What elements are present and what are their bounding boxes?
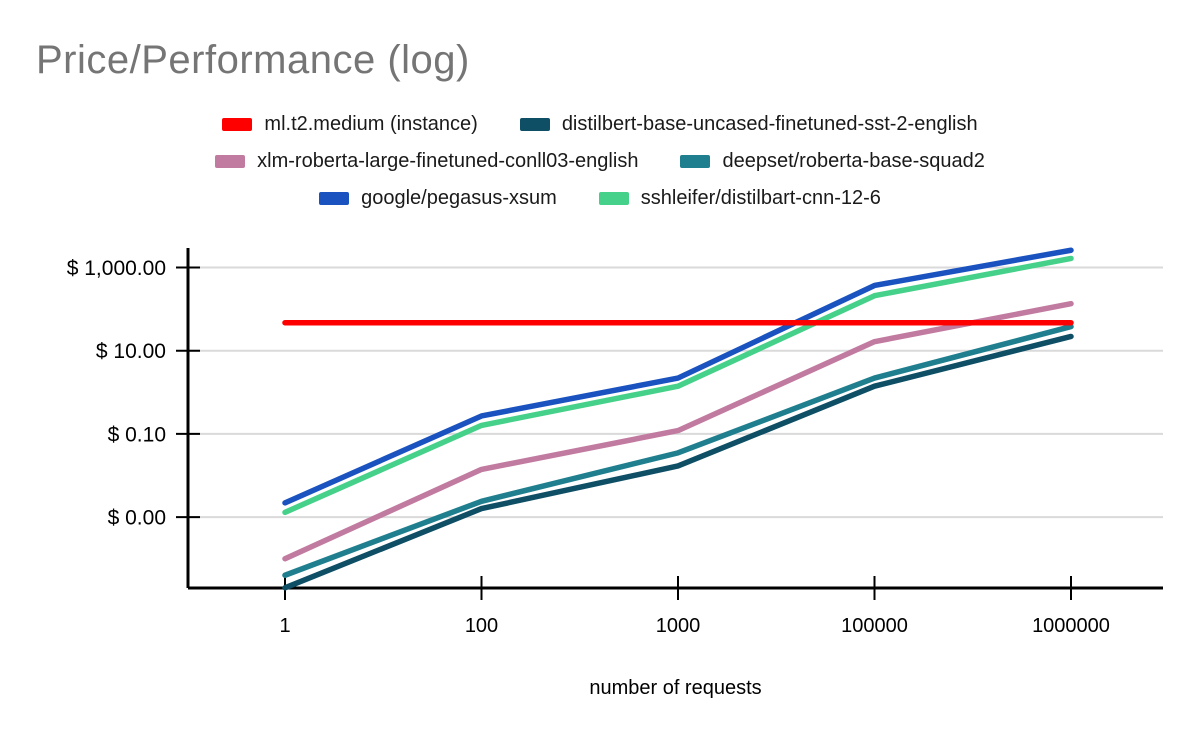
legend-item: deepset/roberta-base-squad2: [680, 150, 985, 173]
legend-item: ml.t2.medium (instance): [222, 113, 478, 136]
legend-label: xlm-roberta-large-finetuned-conll03-engl…: [257, 150, 639, 172]
legend-swatch-icon: [680, 155, 711, 168]
x-tick-label: 1000000: [1032, 615, 1110, 637]
y-tick-label: $ 10.00: [96, 340, 166, 363]
series-line-deepset-roberta-base-squad2: [282, 323, 1074, 579]
legend-row: ml.t2.medium (instance) distilbert-base-u…: [222, 106, 978, 143]
legend-label: ml.t2.medium (instance): [264, 113, 478, 135]
legend: ml.t2.medium (instance) distilbert-base-u…: [0, 106, 1200, 217]
legend-swatch-icon: [598, 192, 629, 205]
legend-row: xlm-roberta-large-finetuned-conll03-engl…: [215, 143, 985, 180]
y-tick-label: $ 0.10: [108, 423, 166, 446]
x-axis-title: number of requests: [589, 677, 762, 699]
legend-label: google/pegasus-xsum: [361, 187, 557, 209]
x-tick-label: 1: [279, 615, 290, 637]
legend-label: distilbert-base-uncased-finetuned-sst-2-…: [561, 113, 978, 135]
x-tick-label: 100000: [841, 615, 908, 637]
legend-swatch-icon: [222, 118, 253, 131]
legend-row: google/pegasus-xsum sshleifer/distilbart-…: [319, 180, 881, 217]
legend-swatch-icon: [519, 118, 550, 131]
legend-item: google/pegasus-xsum: [319, 187, 557, 210]
chart-title: Price/Performance (log): [36, 38, 470, 82]
series-line-google-pegasus-xsum: [282, 247, 1074, 506]
legend-item: xlm-roberta-large-finetuned-conll03-engl…: [215, 150, 638, 173]
x-tick-label: 100: [465, 615, 498, 637]
legend-swatch-icon: [215, 155, 246, 168]
legend-item: sshleifer/distilbart-cnn-12-6: [598, 187, 881, 210]
series-line-xlm-roberta-large-finetuned-conll03-english: [282, 300, 1074, 562]
y-tick-label: $ 0.00: [108, 507, 166, 530]
y-tick-label: $ 1,000.00: [67, 257, 166, 280]
x-tick-label: 1000: [656, 615, 701, 637]
legend-swatch-icon: [319, 192, 350, 205]
series-line-sshleifer-distilbart-cnn-12-6: [282, 255, 1074, 516]
legend-label: deepset/roberta-base-squad2: [722, 150, 985, 172]
legend-label: sshleifer/distilbart-cnn-12-6: [640, 187, 881, 209]
legend-item: distilbert-base-uncased-finetuned-sst-2-…: [519, 113, 978, 136]
series-line-distilbert-base-uncased-finetuned-sst-2-english: [282, 333, 1074, 591]
